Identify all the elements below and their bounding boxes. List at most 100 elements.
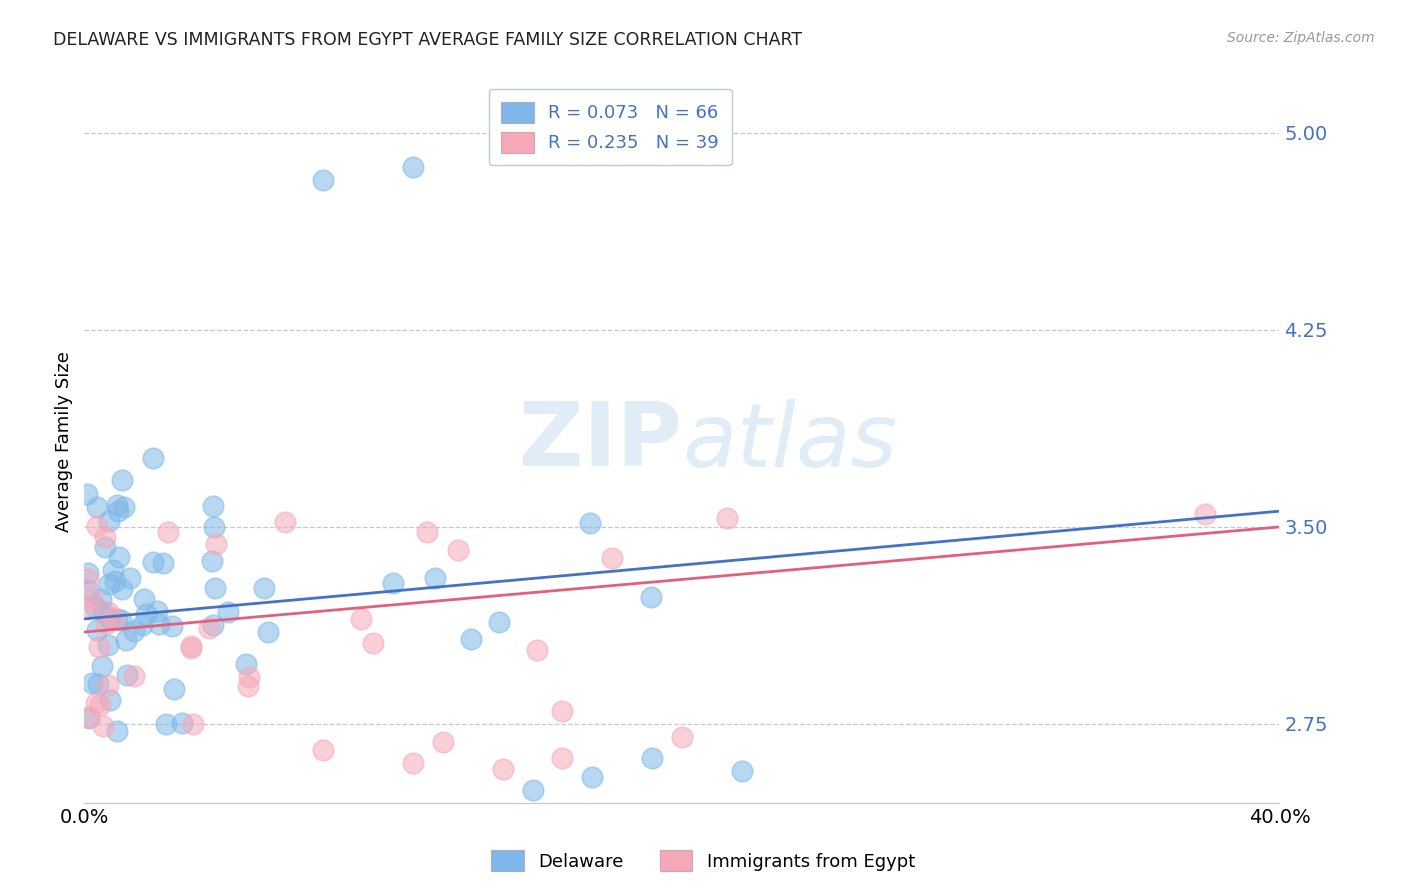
Point <box>80 676 103 690</box>
Point <box>111 582 134 596</box>
Point <box>202 520 225 534</box>
Point <box>132 591 155 606</box>
Point <box>93 529 115 543</box>
Point <box>640 590 662 604</box>
Text: DELAWARE VS IMMIGRANTS FROM EGYPT AVERAGE FAMILY SIZE CORRELATION CHART: DELAWARE VS IMMIGRANTS FROM EGYPT AVERAG… <box>53 31 803 49</box>
Text: Source: ZipAtlas.com: Source: ZipAtlas.com <box>1227 31 1375 45</box>
Point <box>131 618 153 632</box>
Point <box>97 678 120 692</box>
Point <box>134 607 156 622</box>
Point <box>82 591 104 606</box>
Point <box>77 573 100 587</box>
Point <box>492 762 515 776</box>
Point <box>76 487 98 501</box>
Point <box>97 638 120 652</box>
Point <box>142 555 165 569</box>
Point <box>522 782 544 797</box>
Point <box>93 540 115 554</box>
Point <box>235 657 257 672</box>
Point <box>526 643 548 657</box>
Point <box>104 574 127 588</box>
Point <box>551 704 574 718</box>
Point <box>94 617 117 632</box>
Point <box>120 571 142 585</box>
Point <box>156 525 179 540</box>
Point <box>253 581 276 595</box>
Point <box>363 636 385 650</box>
Point <box>142 451 165 466</box>
Point <box>671 730 693 744</box>
Point <box>77 583 100 598</box>
Point <box>76 599 98 613</box>
Point <box>446 543 468 558</box>
Text: ZIP: ZIP <box>519 398 682 485</box>
Point <box>108 550 131 565</box>
Point <box>172 715 194 730</box>
Point <box>201 554 224 568</box>
Point <box>122 668 145 682</box>
Point <box>551 751 574 765</box>
Point <box>110 613 132 627</box>
Point <box>77 566 100 580</box>
Point <box>350 612 373 626</box>
Point <box>86 519 108 533</box>
Point <box>731 764 754 779</box>
Point <box>76 710 98 724</box>
Point <box>217 605 239 619</box>
Point <box>641 751 664 765</box>
Point <box>312 743 335 757</box>
Point <box>97 611 120 625</box>
Point <box>77 711 100 725</box>
Point <box>86 500 108 514</box>
Point <box>578 516 600 531</box>
Point <box>98 514 121 528</box>
Point <box>202 618 225 632</box>
Point <box>238 670 260 684</box>
Point <box>402 160 425 174</box>
Legend: Delaware, Immigrants from Egypt: Delaware, Immigrants from Egypt <box>484 843 922 879</box>
Point <box>155 717 177 731</box>
Point <box>105 612 128 626</box>
Point <box>107 498 129 512</box>
Point <box>180 640 202 654</box>
Point <box>90 659 112 673</box>
Point <box>112 500 135 515</box>
Point <box>312 173 335 187</box>
Point <box>87 677 110 691</box>
Point <box>204 582 226 596</box>
Point <box>160 619 183 633</box>
Point <box>180 640 202 655</box>
Point <box>238 679 260 693</box>
Point <box>107 504 129 518</box>
Point <box>460 632 482 646</box>
Point <box>205 537 228 551</box>
Point <box>146 604 169 618</box>
Point <box>202 500 225 514</box>
Point <box>105 723 128 738</box>
Point <box>111 473 134 487</box>
Point <box>89 698 111 713</box>
Point <box>98 577 121 591</box>
Point <box>416 524 439 539</box>
Legend: R = 0.073   N = 66, R = 0.235   N = 39: R = 0.073 N = 66, R = 0.235 N = 39 <box>489 89 731 165</box>
Point <box>84 599 107 614</box>
Point <box>122 624 145 638</box>
Point <box>382 576 405 591</box>
Point <box>181 716 204 731</box>
Point <box>115 633 138 648</box>
Point <box>115 667 138 681</box>
Point <box>152 556 174 570</box>
Point <box>257 625 280 640</box>
Point <box>86 623 108 637</box>
Point <box>197 621 219 635</box>
Point <box>581 770 603 784</box>
Point <box>600 550 623 565</box>
Point <box>91 605 114 619</box>
Point <box>148 617 170 632</box>
Point <box>97 605 120 619</box>
Point <box>101 563 124 577</box>
Point <box>432 735 454 749</box>
Point <box>163 682 186 697</box>
Text: atlas: atlas <box>682 399 897 484</box>
Point <box>716 510 738 524</box>
